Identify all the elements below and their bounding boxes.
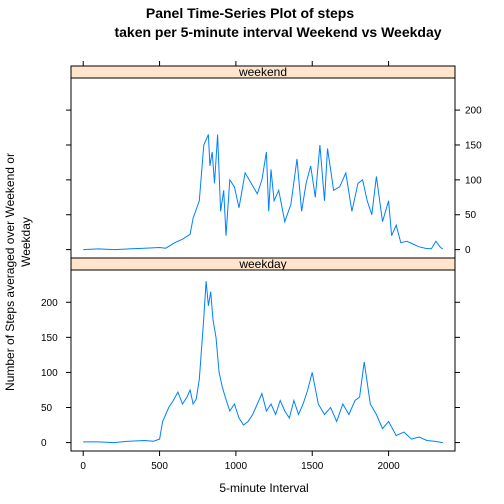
x-tick-label-1500: 1500 bbox=[301, 461, 324, 472]
y-tick-label-weekend-0: 0 bbox=[465, 245, 471, 256]
chart-title-line2: taken per 5-minute interval Weekend vs W… bbox=[114, 24, 441, 40]
y-tick-label-weekend-200: 200 bbox=[465, 106, 482, 117]
x-axis-label: 5-minute Interval bbox=[219, 481, 308, 495]
strip-label-weekday: weekday bbox=[238, 257, 286, 271]
y-tick-label-weekend-100: 100 bbox=[465, 175, 482, 186]
x-tick-label-1000: 1000 bbox=[225, 461, 248, 472]
series-line-weekend bbox=[83, 134, 444, 251]
panels-group: weekend weekday bbox=[70, 65, 456, 452]
y-axis-label-line1: Number of Steps averaged over Weekend or bbox=[3, 153, 17, 391]
y-tick-label-weekend-150: 150 bbox=[465, 140, 482, 151]
y-tick-label-weekday-200: 200 bbox=[41, 298, 58, 309]
x-tick-label-0: 0 bbox=[80, 461, 86, 472]
strip-label-weekend: weekend bbox=[238, 65, 287, 79]
x-tick-label-500: 500 bbox=[151, 461, 168, 472]
x-tick-label-2000: 2000 bbox=[377, 461, 400, 472]
panel-frame-weekday bbox=[70, 269, 456, 452]
y-tick-label-weekday-150: 150 bbox=[41, 333, 58, 344]
chart-title-line1: Panel Time-Series Plot of steps bbox=[146, 5, 354, 21]
y-tick-label-weekend-50: 50 bbox=[465, 210, 477, 221]
y-tick-label-weekday-0: 0 bbox=[41, 438, 47, 449]
y-tick-label-weekday-100: 100 bbox=[41, 368, 58, 379]
series-line-weekday bbox=[83, 281, 443, 444]
y-tick-label-weekday-50: 50 bbox=[41, 403, 53, 414]
y-axis-label-line2: Weekday bbox=[19, 217, 33, 267]
